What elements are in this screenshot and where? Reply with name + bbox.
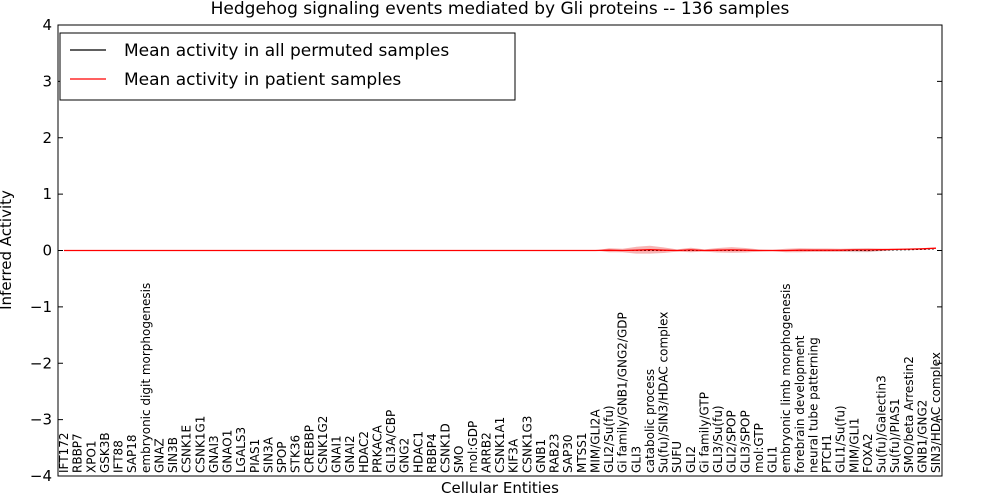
x-category-label: GSK3B (98, 432, 112, 473)
x-category-label: CSNK1G2 (316, 416, 330, 473)
x-category-label: IFT172 (57, 433, 71, 473)
y-tick-label: 1 (42, 185, 52, 203)
legend-box (59, 32, 516, 101)
series-band (64, 248, 936, 253)
x-category-label: SIN3/HDAC complex (929, 352, 943, 473)
series-line (64, 247, 937, 252)
x-category-label: PIAS1 (248, 439, 262, 473)
x-category-label: CSNK1A1 (493, 417, 507, 473)
x-category-label: LGALS3 (234, 427, 248, 473)
x-category-label: Su(fu)/SIN3/HDAC complex (657, 312, 671, 473)
y-tick-label: 4 (42, 16, 52, 34)
x-category-label: RBBP7 (71, 433, 85, 473)
x-category-label: GNAI1 (330, 435, 344, 473)
x-category-label: RAB23 (548, 433, 562, 473)
x-category-label: XPO1 (84, 440, 98, 473)
x-category-label: SPOP (275, 441, 289, 473)
legend-label: Mean activity in all permuted samples (124, 41, 449, 61)
x-category-label: GLI2/SPOP (725, 410, 739, 473)
x-axis-label: Cellular Entities (441, 479, 559, 497)
x-category-label: MTSS1 (575, 432, 589, 473)
x-category-label: SUFU (670, 441, 684, 473)
x-category-label: GLI2/Su(fu) (602, 405, 616, 473)
y-tick-label: 2 (42, 129, 52, 147)
x-category-label: CREBBP (302, 425, 316, 473)
x-category-label: Su(fu)/Galectin3 (875, 375, 889, 473)
y-tick-label: −3 (30, 411, 52, 429)
chart-title: Hedgehog signaling events mediated by Gl… (211, 0, 790, 19)
x-category-label: SMO (452, 446, 466, 473)
x-category-label: FOXA2 (861, 433, 875, 473)
x-category-label: mol:GDP (466, 421, 480, 473)
x-category-label: GNB1 (534, 439, 548, 473)
x-category-label: PRKACA (370, 424, 384, 473)
x-category-label: RBBP4 (425, 433, 439, 473)
x-category-label: Su(fu)/PIAS1 (888, 398, 902, 473)
x-category-label: SIN3A (261, 436, 275, 473)
x-category-label: KIF3A (507, 438, 521, 473)
y-tick-label: −4 (30, 467, 52, 485)
x-category-label: embryonic digit morphogenesis (139, 283, 153, 473)
x-category-label: GNAO1 (221, 430, 235, 473)
x-category-label: CSNK1G1 (193, 416, 207, 473)
x-category-label: SAP18 (125, 434, 139, 473)
series-band (64, 245, 936, 254)
x-category-label: SMO/beta Arrestin2 (902, 356, 916, 473)
x-category-label: GLI1/Su(fu) (834, 405, 848, 473)
x-category-label: catabolic process (643, 369, 657, 473)
y-tick-label: 3 (42, 72, 52, 90)
x-category-label: ARRB2 (479, 432, 493, 473)
x-category-label: GNAI2 (343, 435, 357, 473)
x-category-label: Gi family/GNB1/GNG2/GDP (616, 312, 630, 473)
x-category-label: GLI2 (684, 446, 698, 473)
x-category-label: GNG2 (398, 438, 412, 473)
x-category-label: CSNK1E (180, 425, 194, 473)
x-category-label: SIN3B (166, 437, 180, 473)
x-category-label: embryonic limb morphogenesis (779, 283, 793, 473)
x-category-label: GLI3A/CBP (384, 410, 398, 473)
x-category-label: mol:GTP (752, 423, 766, 473)
x-category-label: GLI3/SPOP (738, 410, 752, 473)
x-category-label: neural tube patterning (806, 337, 820, 473)
x-category-label: GLI3 (629, 446, 643, 473)
x-category-label: Gi family/GTP (697, 392, 711, 473)
x-category-label: GLI1 (766, 446, 780, 473)
x-category-label: STK36 (289, 435, 303, 473)
x-category-label: GNAI3 (207, 435, 221, 473)
x-category-label: forebrain development (793, 335, 807, 473)
x-category-label: IFT88 (112, 440, 126, 473)
x-category-label: MIM/GLI1 (847, 418, 861, 473)
x-category-label: PTCH1 (820, 434, 834, 473)
x-category-label: GNB1/GNG2 (915, 400, 929, 473)
x-category-label: GNAZ (152, 438, 166, 473)
x-category-label: CSNK1G3 (520, 416, 534, 473)
y-axis-label: Inferred Activity (0, 190, 15, 310)
x-category-label: CSNK1D (439, 423, 453, 473)
legend-label: Mean activity in patient samples (124, 70, 401, 90)
legend: Mean activity in all permuted samples Mea… (59, 32, 516, 101)
y-tick-label: 0 (42, 242, 52, 260)
y-tick-label: −1 (30, 298, 52, 316)
x-category-label: SAP30 (561, 434, 575, 473)
x-category-label: HDAC1 (411, 431, 425, 473)
x-category-label: MIM/GLI2A (588, 409, 602, 473)
y-tick-label: −2 (30, 354, 52, 372)
x-category-label: GLI3/Su(fu) (711, 405, 725, 473)
x-category-label: HDAC2 (357, 431, 371, 473)
